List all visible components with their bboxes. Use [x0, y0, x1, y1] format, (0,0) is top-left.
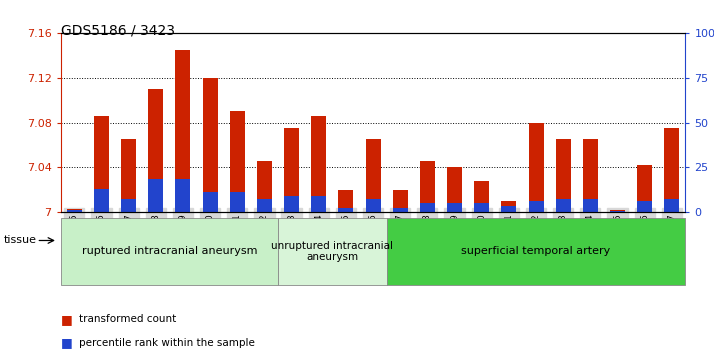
Text: unruptured intracranial
aneurysm: unruptured intracranial aneurysm [271, 241, 393, 262]
Bar [94, 116, 109, 212]
Bar [637, 201, 652, 212]
Bar [203, 78, 218, 212]
Text: ■: ■ [61, 337, 72, 350]
Bar [94, 189, 109, 212]
Bar [311, 196, 326, 212]
Bar [528, 201, 543, 212]
Bar [176, 49, 191, 212]
Bar [257, 161, 272, 212]
Bar [257, 199, 272, 212]
Bar [176, 179, 191, 212]
Bar [501, 201, 516, 212]
Bar [121, 139, 136, 212]
Bar [474, 181, 489, 212]
Bar [583, 199, 598, 212]
Bar [149, 89, 164, 212]
Bar [637, 165, 652, 212]
Bar [583, 139, 598, 212]
Bar [420, 203, 435, 212]
Bar [610, 210, 625, 212]
Bar [230, 192, 245, 212]
Bar [474, 203, 489, 212]
Bar [610, 211, 625, 212]
Bar [284, 128, 299, 212]
Text: percentile rank within the sample: percentile rank within the sample [79, 338, 254, 348]
Bar [338, 208, 353, 212]
Bar [203, 192, 218, 212]
Bar [501, 205, 516, 212]
Text: ■: ■ [61, 313, 72, 326]
Bar [67, 209, 81, 212]
Text: tissue: tissue [4, 236, 36, 245]
Text: superficial temporal artery: superficial temporal artery [461, 246, 610, 256]
Bar [67, 210, 81, 212]
Bar [528, 123, 543, 212]
Bar [447, 167, 462, 212]
Bar [230, 111, 245, 212]
Bar [665, 199, 679, 212]
Bar [366, 199, 381, 212]
Bar [393, 190, 408, 212]
Bar [555, 199, 570, 212]
Bar [121, 199, 136, 212]
Bar [393, 208, 408, 212]
Bar [311, 116, 326, 212]
Bar [366, 139, 381, 212]
Bar [555, 139, 570, 212]
Text: GDS5186 / 3423: GDS5186 / 3423 [61, 24, 175, 38]
Bar [665, 128, 679, 212]
Text: transformed count: transformed count [79, 314, 176, 325]
Bar [284, 196, 299, 212]
Bar [420, 161, 435, 212]
Bar [338, 190, 353, 212]
Bar [149, 179, 164, 212]
Bar [447, 203, 462, 212]
Text: ruptured intracranial aneurysm: ruptured intracranial aneurysm [81, 246, 257, 256]
